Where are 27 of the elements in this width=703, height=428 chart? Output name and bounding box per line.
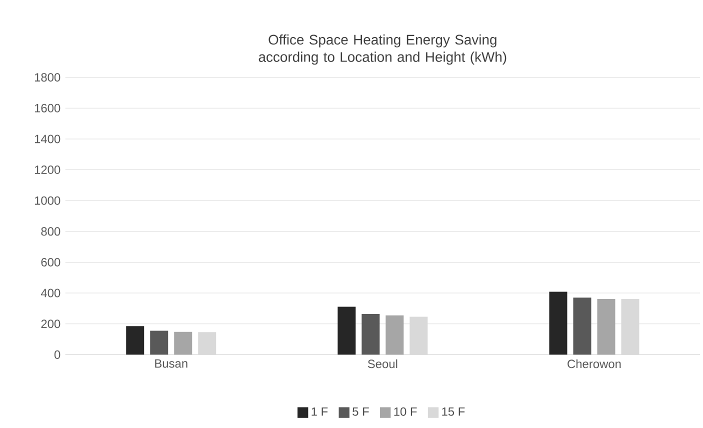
legend-label: 1 F [312,407,328,416]
bar [549,292,568,355]
y-tick-label: 600 [41,258,60,266]
bar [597,299,616,355]
x-tick-label: Busan [155,359,188,368]
chart-title: Office Space Heating Energy Saving according to Location and Height (kWh) [258,34,506,65]
legend-label: 15 F [442,407,465,416]
x-tick-label: Seoul [368,359,398,368]
legend-label: 5 F [352,407,369,416]
x-tick-label: Cherowon [568,359,621,368]
y-tick-label: 1000 [34,196,60,205]
bar [362,314,380,355]
y-tick-label: 200 [41,320,60,328]
y-tick-label: 0 [54,350,60,359]
y-tick-label: 800 [41,227,60,236]
bar [174,332,192,355]
legend-label: 10 F [394,407,417,416]
y-tick-label: 1200 [34,166,60,174]
y-tick-label: 1400 [34,134,60,144]
y-tick-label: 1600 [34,104,60,112]
bar [126,326,144,355]
bar [338,306,356,355]
y-tick-label: 1800 [34,73,60,82]
y-tick-label: 400 [40,288,60,298]
bar [573,298,592,355]
bar [386,315,404,355]
bar [150,330,168,355]
